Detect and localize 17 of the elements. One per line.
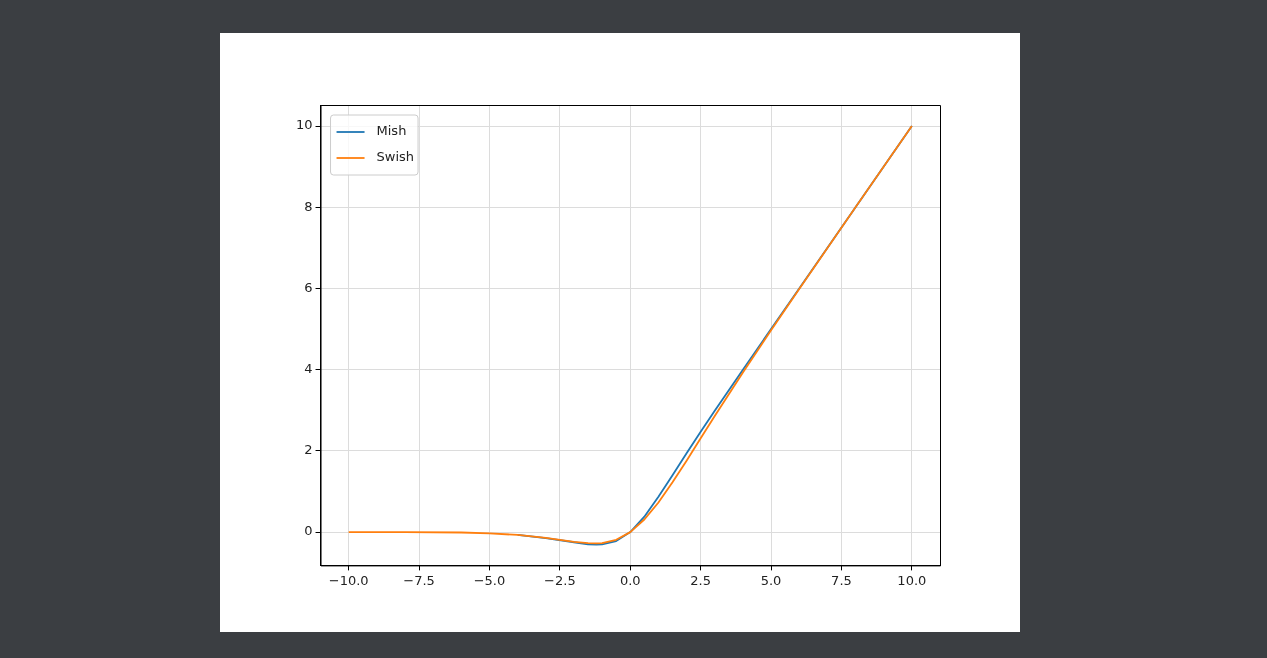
y-tick-label: 0 [304,523,313,539]
x-tick-label: 5.0 [760,572,782,588]
x-tick-label: −10.0 [328,572,369,588]
y-tick-label: 10 [296,117,313,133]
legend-label: Mish [376,123,407,139]
x-tick-label: 10.0 [897,572,927,588]
y-tick-label: 8 [304,198,313,214]
legend-label: Swish [376,149,415,165]
y-tick-label: 2 [304,442,313,458]
x-tick-label: −5.0 [473,572,506,588]
x-tick-label: −7.5 [403,572,435,588]
y-tick-label: 4 [304,361,313,377]
x-tick-label: 2.5 [690,572,712,588]
x-tick-label: −2.5 [544,572,576,588]
x-tick-label: 0.0 [619,572,641,588]
y-tick-label: 6 [304,279,313,295]
x-tick-label: 7.5 [831,572,852,588]
